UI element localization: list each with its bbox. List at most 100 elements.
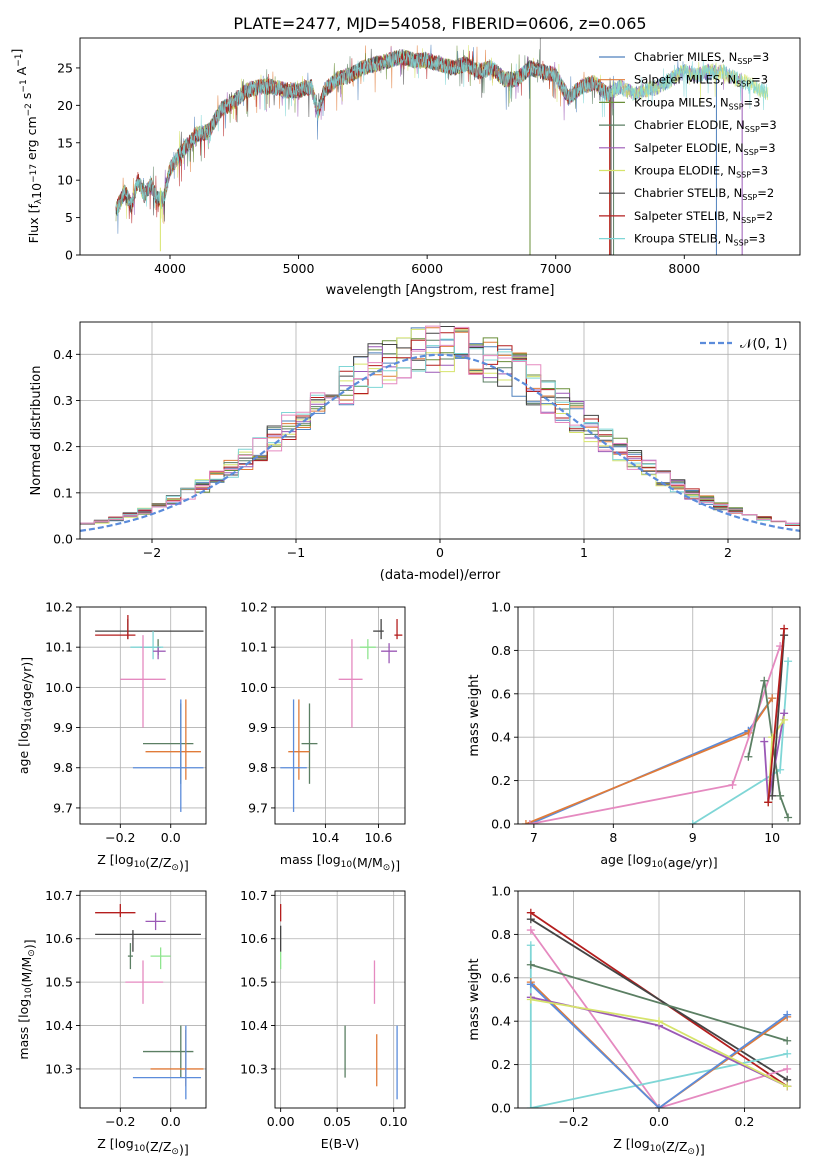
weight_vs_Z-series-4	[530, 963, 788, 1042]
age_vs_mass-ytick-label: 9.8	[248, 760, 268, 775]
weight_vs_Z-xlabel-part: Z [log	[613, 1136, 649, 1151]
legend-label: Salpeter ELODIE, N	[634, 141, 744, 155]
legend-sub: SSP	[734, 239, 749, 248]
weight_vs_age-marker	[728, 780, 737, 789]
age_vs_mass-ytick-label: 10.0	[240, 680, 268, 695]
spectrum-ylabel-part: A	[14, 66, 29, 79]
age_vs_mass-frame	[274, 606, 406, 825]
age_vs_mass-panel: 10.4 10.6 9.7 9.8 9.9 10.0 10.1 10.2 mass [log10…	[240, 600, 406, 873]
legend-entry-sSTE: Salpeter STELIB, NSSP=2	[634, 209, 773, 225]
spectrum-ylabel-sub: λ	[34, 198, 44, 204]
spectrum-xtick-label: 5000	[283, 261, 315, 276]
age_vs_Z-ylabel-sub: 10	[24, 711, 34, 723]
mass_vs_Z-xlabel: Z [log10(Z/Z⊙)]	[97, 1136, 188, 1157]
weight_vs_Z-marker	[783, 1049, 792, 1058]
spectrum-axes: 4000 5000 6000 7000 8000 0 5 10 15 20 25 wavelength…	[9, 37, 801, 298]
mass_vs_ebv-xtick-label: 0.00	[267, 1114, 295, 1129]
age_vs_mass-ytick-label: 10.1	[240, 640, 268, 655]
mass_vs_Z-xtick-label: −0.2	[105, 1114, 135, 1129]
weight_vs_age-ytick-label: 0.6	[491, 686, 511, 701]
legend-tail: =3	[744, 95, 761, 109]
mass_vs_ebv-ytick-label: 10.5	[240, 975, 268, 990]
weight_vs_age-xtick-label: 10	[764, 830, 780, 845]
legend-tail: =2	[756, 209, 773, 223]
spectrum-ylabel-sup: −2	[24, 103, 34, 116]
weight_vs_age-marker	[525, 820, 534, 824]
weight_vs_Z-series-1	[530, 918, 788, 1081]
legend-entry-cMIL: Chabrier MILES, NSSP=3	[634, 50, 769, 66]
weight_vs_age-ytick-label: 0.2	[491, 773, 511, 788]
spectrum-ylabel-sup: −17	[29, 164, 39, 183]
residuals-ytick-label: 0.0	[53, 532, 73, 547]
weight_vs_age-ylabel: mass weight	[467, 674, 482, 756]
age_vs_Z-ytick-label: 9.9	[53, 720, 73, 735]
age_vs_Z-xlabel: Z [log10(Z/Z⊙)]	[97, 852, 188, 873]
age_vs_Z-xlabel-sub: 10	[134, 860, 146, 870]
weight_vs_age-marker	[776, 765, 785, 774]
weight_vs_Z-axes: −0.2 0.0 0.2 0.0 0.2 0.4 0.6 0.8 1.0 Z [log10(Z/Z…	[467, 884, 801, 1157]
weight_vs_Z-xlabel-part: (Z/Z	[661, 1139, 687, 1154]
weight_vs_age-marker	[760, 676, 769, 685]
spectrum-ylabel-part: ]	[9, 49, 24, 54]
spectrum-ytick-label: 5	[65, 210, 73, 225]
weight_vs_Z-marker	[526, 995, 535, 1004]
age_vs_mass-axes: 10.4 10.6 9.7 9.8 9.9 10.0 10.1 10.2 mass [log10…	[240, 600, 406, 873]
weight_vs_Z-marker	[783, 1082, 792, 1091]
weight_vs_Z-ytick-label: 0.0	[491, 1101, 511, 1116]
weight_vs_Z-marker	[783, 1064, 792, 1073]
weight_vs_age-plot-area	[521, 624, 793, 824]
weight_vs_Z-xlabel-sub: ⊙	[687, 1147, 695, 1157]
spectrum-ytick-label: 15	[57, 135, 73, 150]
age_vs_mass-ytick-label: 9.7	[248, 800, 268, 815]
age_vs_Z-axes: −0.2 0.09.79.89.910.010.110.2Z [log10(Z/Z…	[16, 600, 207, 873]
weight_vs_Z-series-6	[530, 983, 788, 1108]
weight_vs_age-ytick-label: 1.0	[491, 600, 511, 615]
weight_vs_age-series-0	[529, 697, 773, 824]
legend-tail: =3	[751, 164, 768, 178]
weight_vs_age-ytick-label: 0.0	[491, 817, 511, 832]
legend-tail: =2	[757, 186, 774, 200]
mass_vs_ebv-frame	[274, 890, 406, 1109]
age_vs_Z-ytick-label: 10.1	[45, 640, 73, 655]
legend-sub: SSP	[744, 148, 759, 157]
age_vs_Z-panel: −0.2 0.09.79.89.910.010.110.2Z [log10(Z/Z…	[16, 600, 207, 873]
mass_vs_ebv-xtick-label: 0.05	[323, 1114, 351, 1129]
mass_vs_ebv-xlabel: E(B-V)	[321, 1136, 360, 1151]
weight_vs_Z-marker	[783, 1010, 792, 1019]
legend-tail: =3	[751, 73, 768, 87]
legend-tail: =3	[749, 232, 766, 246]
legend-tail: =3	[752, 50, 769, 64]
mass_vs_ebv-axes: 0.00 0.05 0.10 10.3 10.4 10.5 10.6 10.7 E(B-V)	[240, 888, 407, 1151]
age_vs_mass-xlabel-sub: 10	[341, 860, 353, 870]
weight_vs_age-series-8	[767, 628, 785, 803]
mass_vs_Z-ytick-label: 10.3	[45, 1061, 73, 1076]
spectrum-ytick-label: 0	[65, 248, 73, 263]
legend-entry-kSTE: Kroupa STELIB, NSSP=3	[634, 232, 765, 248]
weight_vs_age-marker	[784, 813, 793, 822]
legend-label: Chabrier MILES, N	[634, 50, 737, 64]
weight_vs_age-xtick-label: 8	[609, 830, 617, 845]
weight_vs_Z-ytick-label: 0.2	[491, 1057, 511, 1072]
age_vs_mass-ytick-label: 10.2	[240, 600, 268, 615]
residuals-ytick-label: 0.4	[53, 347, 73, 362]
figure-title: PLATE=2477, MJD=54058, FIBERID=0606, z=0…	[233, 14, 646, 33]
legend-sub: SSP	[742, 193, 757, 202]
weight_vs_age-marker	[764, 798, 773, 807]
spectrum-xlabel: wavelength [Angstrom, rest frame]	[326, 283, 555, 298]
mass_vs_Z-ytick-label: 10.7	[45, 888, 73, 903]
age_vs_Z-ytick-label: 10.0	[45, 680, 73, 695]
mass_vs_ebv-ytick-label: 10.4	[240, 1018, 268, 1033]
weight_vs_Z-ytick-label: 0.8	[491, 927, 511, 942]
weight_vs_Z-marker	[526, 960, 535, 969]
weight_vs_Z-xtick-label: 0.2	[735, 1114, 755, 1129]
residuals-xtick-label: −2	[143, 545, 161, 560]
legend-entry-kMIL: Kroupa MILES, NSSP=3	[634, 95, 760, 111]
mass_vs_Z-xlabel-sub: ⊙	[171, 1147, 179, 1157]
residuals-xtick-label: −1	[287, 545, 305, 560]
age_vs_Z-plot-area	[95, 615, 204, 812]
mass_vs_Z-ylabel-sub: ⊙	[27, 949, 37, 957]
spectrum-ylabel-part: Flux [f	[26, 204, 41, 244]
